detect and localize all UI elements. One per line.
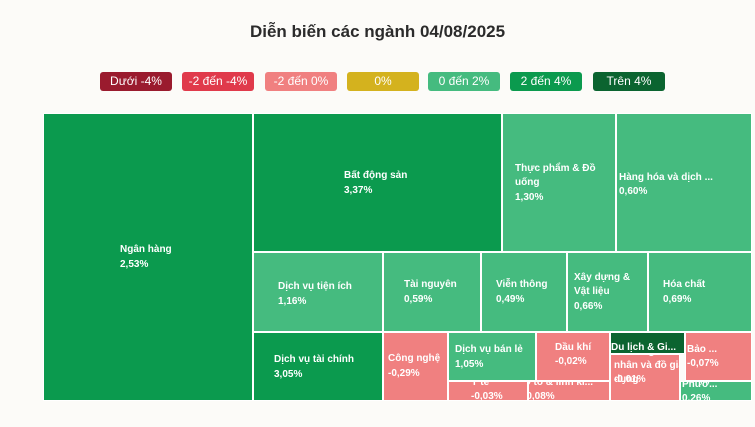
sector-tile[interactable]: Đồ dùng cá nhân và đồ gia dụng-0,01% [610, 354, 680, 401]
sector-name: Phươ... [682, 381, 718, 390]
sector-tile[interactable]: Bất động sản 3,37% [253, 113, 502, 252]
sector-change: 0,49% [496, 294, 525, 305]
sector-name: Hàng hóa và dịch ... [619, 172, 713, 183]
legend-item[interactable]: 2 đến 4% [510, 72, 582, 91]
sector-change: 0,60% [619, 186, 648, 197]
sector-change: -0,07% [687, 358, 719, 369]
sector-name: Viễn thông [496, 279, 548, 290]
sector-change: 0,26% [682, 393, 711, 401]
sector-change: 0,69% [663, 294, 692, 305]
sector-name: Xây dựng & Vật liệu [574, 272, 631, 297]
sector-name: Bảo ... [687, 344, 718, 355]
legend-item[interactable]: Trên 4% [593, 72, 665, 91]
sector-name: Ô tô & linh ki... [528, 381, 593, 388]
legend-item[interactable]: -2 đến 0% [265, 72, 337, 91]
sector-change: 1,16% [278, 296, 307, 307]
sector-tile[interactable]: Viễn thông 0,49% [481, 252, 567, 332]
sector-name: Bất động sản [344, 170, 408, 181]
sector-tile[interactable]: Y tế -0,03% [448, 381, 528, 401]
sector-name: Dịch vụ tiện ích [278, 281, 352, 292]
sector-change: -0,29% [388, 368, 420, 379]
sector-change: 2,53% [120, 259, 149, 270]
sector-change: -0,08% [529, 391, 555, 401]
legend-item[interactable]: -2 đến -4% [182, 72, 254, 91]
sector-name: Tài nguyên [404, 279, 457, 290]
sector-tile[interactable]: Bảo ... -0,07% [685, 332, 752, 381]
sector-tile[interactable]: Phươ... 0,26% [680, 381, 752, 401]
sector-change: 1,05% [455, 359, 484, 370]
sector-change: 1,30% [515, 192, 544, 203]
sector-tile[interactable]: Thực phẩm & Đồ uống 1,30% [502, 113, 616, 252]
legend-item[interactable]: 0 đến 2% [428, 72, 500, 91]
sector-name: Công nghệ [388, 353, 441, 364]
treemap: Ngân hàng 2,53% Bất động sản 3,37% Thực phẩm… [43, 113, 752, 401]
sector-tile[interactable]: Công nghệ -0,29% [383, 332, 448, 401]
sector-name: Hóa chất [663, 279, 706, 290]
sector-tile[interactable]: Du lịch & Gi...2,50% [610, 332, 685, 354]
sector-change: 2,50% [614, 351, 642, 353]
sector-tile[interactable]: Dầu khí -0,02% [536, 332, 610, 381]
sector-change: -0,02% [555, 356, 587, 367]
sector-change: 3,05% [274, 369, 303, 380]
chart-title: Diễn biến các ngành 04/08/2025 [249, 22, 506, 41]
sector-change: -0,03% [471, 391, 503, 401]
sector-name: Dịch vụ tài chính [274, 354, 355, 365]
sector-tile[interactable]: Dịch vụ tài chính 3,05% [253, 332, 383, 401]
sector-change: 0,59% [404, 294, 433, 305]
sector-name: Đồ dùng cá nhân và đồ gia dụng [614, 355, 679, 385]
sector-tile[interactable]: Hóa chất 0,69% [648, 252, 752, 332]
sector-change: 3,37% [344, 185, 373, 196]
legend: Dưới -4% -2 đến -4% -2 đến 0% 0% 0 đến 2% 2 đ… [0, 72, 755, 92]
sector-tile[interactable]: Dịch vụ bán lẻ 1,05% [448, 332, 536, 381]
sector-name: Dầu khí [555, 342, 592, 353]
sector-tile[interactable]: Dịch vụ tiện ích 1,16% [253, 252, 383, 332]
sector-tile[interactable]: Ngân hàng 2,53% [43, 113, 253, 401]
sector-tile[interactable]: Hàng hóa và dịch ... 0,60% [616, 113, 752, 252]
sector-name: Y tế [471, 381, 490, 388]
legend-item[interactable]: 0% [347, 72, 419, 91]
sector-change: 0,66% [574, 301, 603, 312]
sector-tile[interactable]: Tài nguyên 0,59% [383, 252, 481, 332]
sector-tile[interactable]: Xây dựng & Vật liệu 0,66% [567, 252, 648, 332]
sector-change: -0,01% [614, 374, 646, 385]
sector-name: Ngân hàng [120, 244, 172, 255]
sector-tile[interactable]: Ô tô & linh ki... -0,08% [528, 381, 610, 401]
legend-item[interactable]: Dưới -4% [100, 72, 172, 91]
sector-name: Dịch vụ bán lẻ [455, 344, 523, 355]
sector-name: Thực phẩm & Đồ uống [515, 163, 596, 188]
